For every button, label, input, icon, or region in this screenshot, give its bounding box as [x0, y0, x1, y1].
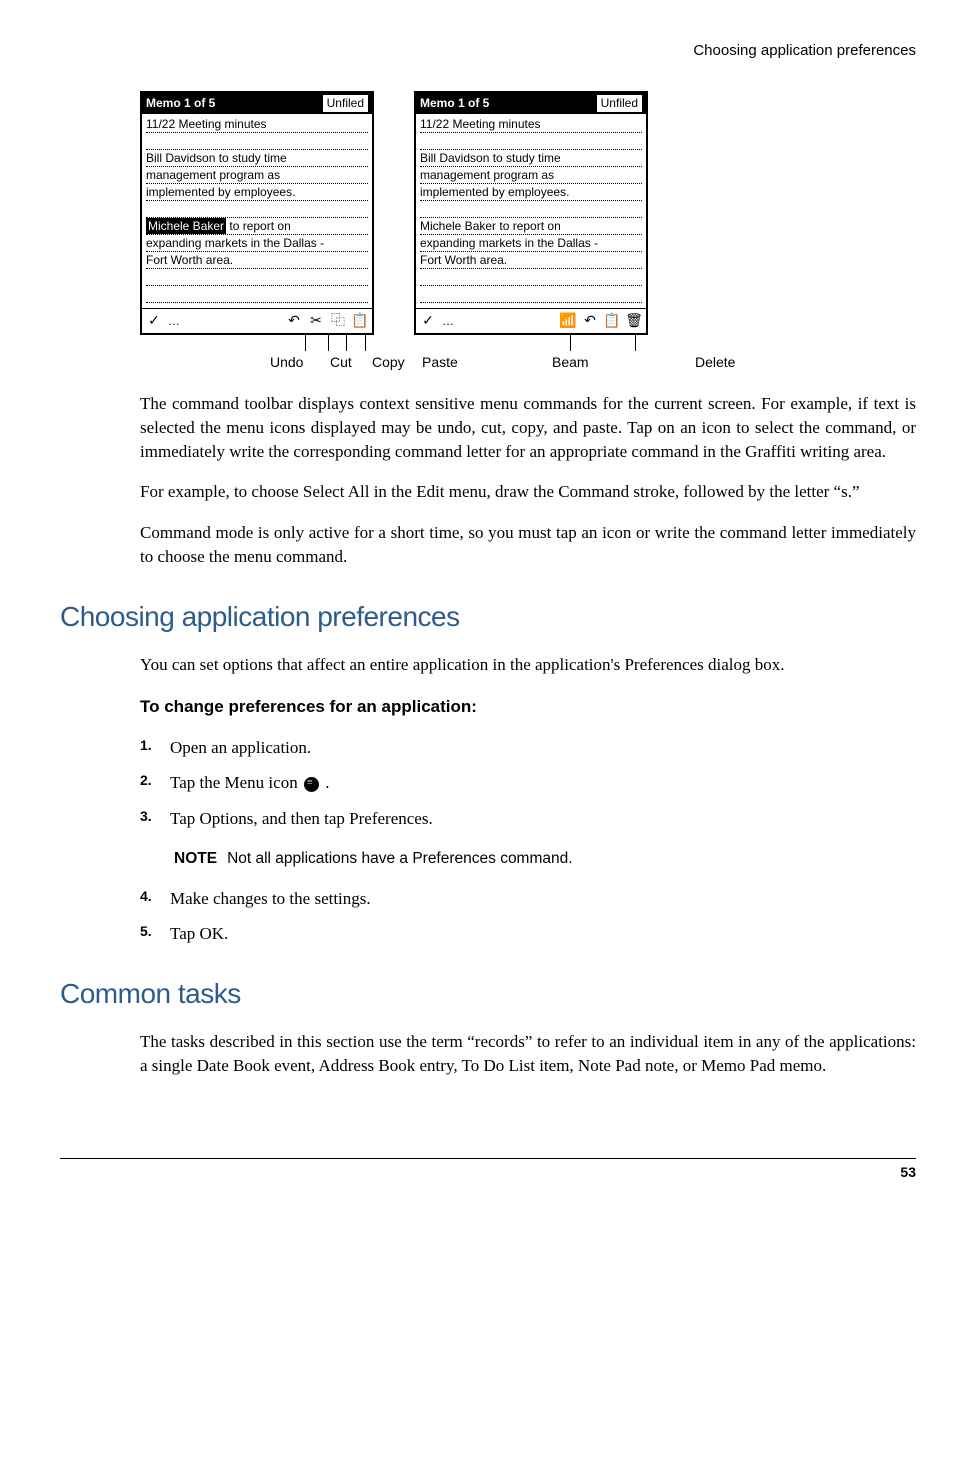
callout-beam: Beam [552, 353, 589, 373]
step-item: 4. Make changes to the settings. [140, 887, 916, 911]
menu-icon [304, 777, 319, 792]
step-item: 2. Tap the Menu icon . [140, 771, 916, 795]
steps-list: 1. Open an application. 2. Tap the Menu ic… [140, 736, 916, 831]
undo-icon: ↶ [582, 313, 598, 329]
copy-icon: ⿻ [330, 313, 346, 329]
memo-line: Bill Davidson to study time [420, 150, 642, 167]
memo-line: 11/22 Meeting minutes [420, 116, 642, 133]
memo-line: management program as [420, 167, 642, 184]
check-icon: ✓ [146, 313, 162, 329]
memo-title-bar: Memo 1 of 5 Unfiled [142, 93, 372, 114]
paragraph: For example, to choose Select All in the… [140, 480, 916, 504]
memo-category: Unfiled [323, 95, 368, 112]
step-text: Tap Options, and then tap Preferences. [170, 807, 433, 831]
paragraph: The tasks described in this section use … [140, 1030, 916, 1078]
paragraph: You can set options that affect an entir… [140, 653, 916, 677]
section-heading-common-tasks: Common tasks [60, 974, 916, 1013]
memo-title: Memo 1 of 5 [420, 95, 489, 112]
memo-line [420, 133, 642, 150]
memo-line [146, 201, 368, 218]
memo-line: expanding markets in the Dallas - [146, 235, 368, 252]
steps-list-continued: 4. Make changes to the settings. 5. Tap OK… [140, 887, 916, 947]
memo-line: implemented by employees. [146, 184, 368, 201]
memo-line: Fort Worth area. [420, 252, 642, 269]
step-number: 2. [140, 771, 158, 795]
step-item: 5. Tap OK. [140, 922, 916, 946]
memo-line: implemented by employees. [420, 184, 642, 201]
callout-paste: Paste [422, 353, 458, 373]
ellipsis-icon: … [442, 313, 454, 330]
memo-line-text: Michele Baker [420, 219, 496, 233]
paste-icon: 📋 [604, 313, 620, 329]
ellipsis-icon: … [168, 313, 180, 330]
note-block: NOTE Not all applications have a Preferen… [174, 848, 916, 870]
note-label: NOTE [174, 850, 217, 867]
step-number: 4. [140, 887, 158, 911]
memo-line: Michele Baker to report on [146, 218, 368, 235]
sub-heading: To change preferences for an application… [140, 695, 916, 719]
memo-toolbar-right: ✓ … 📶 ↶ 📋 🗑 [416, 308, 646, 333]
memo-line: 11/22 Meeting minutes [146, 116, 368, 133]
memo-line [420, 269, 642, 286]
memo-line [146, 269, 368, 286]
delete-icon: 🗑 [626, 313, 642, 329]
memo-highlight: Michele Baker [146, 218, 226, 234]
beam-icon: 📶 [560, 313, 576, 329]
paragraph: The command toolbar displays context sen… [140, 392, 916, 463]
cut-icon: ✂ [308, 313, 324, 329]
memo-line [420, 286, 642, 303]
step-item: 3. Tap Options, and then tap Preferences. [140, 807, 916, 831]
memo-title-bar: Memo 1 of 5 Unfiled [416, 93, 646, 114]
paste-icon: 📋 [352, 313, 368, 329]
memo-body: 11/22 Meeting minutes Bill Davidson to s… [416, 114, 646, 305]
section-heading-preferences: Choosing application preferences [60, 597, 916, 636]
callout-cut: Cut [330, 353, 352, 373]
callout-copy: Copy [372, 353, 405, 373]
step-text-part: Tap the Menu icon [170, 773, 302, 792]
figure-memo-screens: Memo 1 of 5 Unfiled 11/22 Meeting minute… [140, 91, 916, 375]
memo-line: Fort Worth area. [146, 252, 368, 269]
memo-body: 11/22 Meeting minutes Bill Davidson to s… [142, 114, 372, 305]
memo-line [146, 133, 368, 150]
memo-line: Michele Baker to report on [420, 218, 642, 235]
step-text: Open an application. [170, 736, 311, 760]
page-footer: 53 [60, 1158, 916, 1183]
memo-line: management program as [146, 167, 368, 184]
step-text: Make changes to the settings. [170, 887, 371, 911]
callout-row: Undo Cut Copy Paste Beam Delete [140, 335, 916, 375]
undo-icon: ↶ [286, 313, 302, 329]
memo-line-text: to report on [226, 219, 291, 233]
memo-screen-right: Memo 1 of 5 Unfiled 11/22 Meeting minute… [414, 91, 648, 335]
callout-delete: Delete [695, 353, 735, 373]
memo-toolbar-left: ✓ … ↶ ✂ ⿻ 📋 [142, 308, 372, 333]
step-text-part: . [321, 773, 330, 792]
memo-line: expanding markets in the Dallas - [420, 235, 642, 252]
callout-undo: Undo [270, 353, 303, 373]
step-item: 1. Open an application. [140, 736, 916, 760]
memo-line [420, 201, 642, 218]
paragraph: Command mode is only active for a short … [140, 521, 916, 569]
step-number: 1. [140, 736, 158, 760]
memo-line [146, 286, 368, 303]
step-text: Tap the Menu icon . [170, 771, 329, 795]
check-icon: ✓ [420, 313, 436, 329]
running-header: Choosing application preferences [60, 40, 916, 61]
memo-screen-left: Memo 1 of 5 Unfiled 11/22 Meeting minute… [140, 91, 374, 335]
note-text: Not all applications have a Preferences … [227, 850, 573, 867]
memo-line: Bill Davidson to study time [146, 150, 368, 167]
step-number: 3. [140, 807, 158, 831]
memo-title: Memo 1 of 5 [146, 95, 215, 112]
memo-line-text: to report on [496, 219, 561, 233]
step-text: Tap OK. [170, 922, 228, 946]
memo-category: Unfiled [597, 95, 642, 112]
step-number: 5. [140, 922, 158, 946]
